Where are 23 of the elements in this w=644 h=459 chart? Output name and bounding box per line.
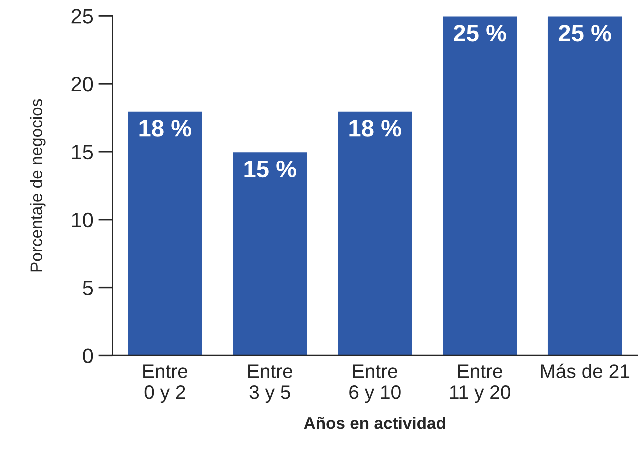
y-tick-label: 10 [72, 212, 94, 228]
data-label: 15 % [244, 160, 296, 178]
y-tick-label: 25 [72, 9, 94, 24]
data-label: 25 % [454, 25, 506, 42]
bar [126, 110, 204, 356]
bar [546, 16, 624, 356]
y-axis-title: Porcentaje de negocios [30, 99, 46, 272]
x-tick-label: Entre 11 y 20 [450, 364, 511, 404]
data-label: 18 % [350, 120, 402, 137]
x-tick-label: Más de 21 [541, 364, 630, 378]
y-tick-label: 15 [72, 145, 94, 160]
y-tick-label: 0 [83, 348, 94, 364]
bar [232, 151, 309, 356]
y-tick-label: 5 [83, 281, 94, 296]
x-axis-title: Años en actividad [304, 417, 446, 430]
x-tick-label: Entre 6 y 10 [350, 364, 401, 404]
x-tick-label: Entre 3 y 5 [248, 364, 293, 404]
bar [442, 16, 519, 356]
bar [336, 110, 414, 356]
y-tick-label: 20 [72, 77, 94, 92]
data-label: 18 % [140, 120, 192, 137]
data-label: 25 % [558, 25, 612, 42]
x-tick-label: Entre 0 y 2 [144, 364, 188, 404]
